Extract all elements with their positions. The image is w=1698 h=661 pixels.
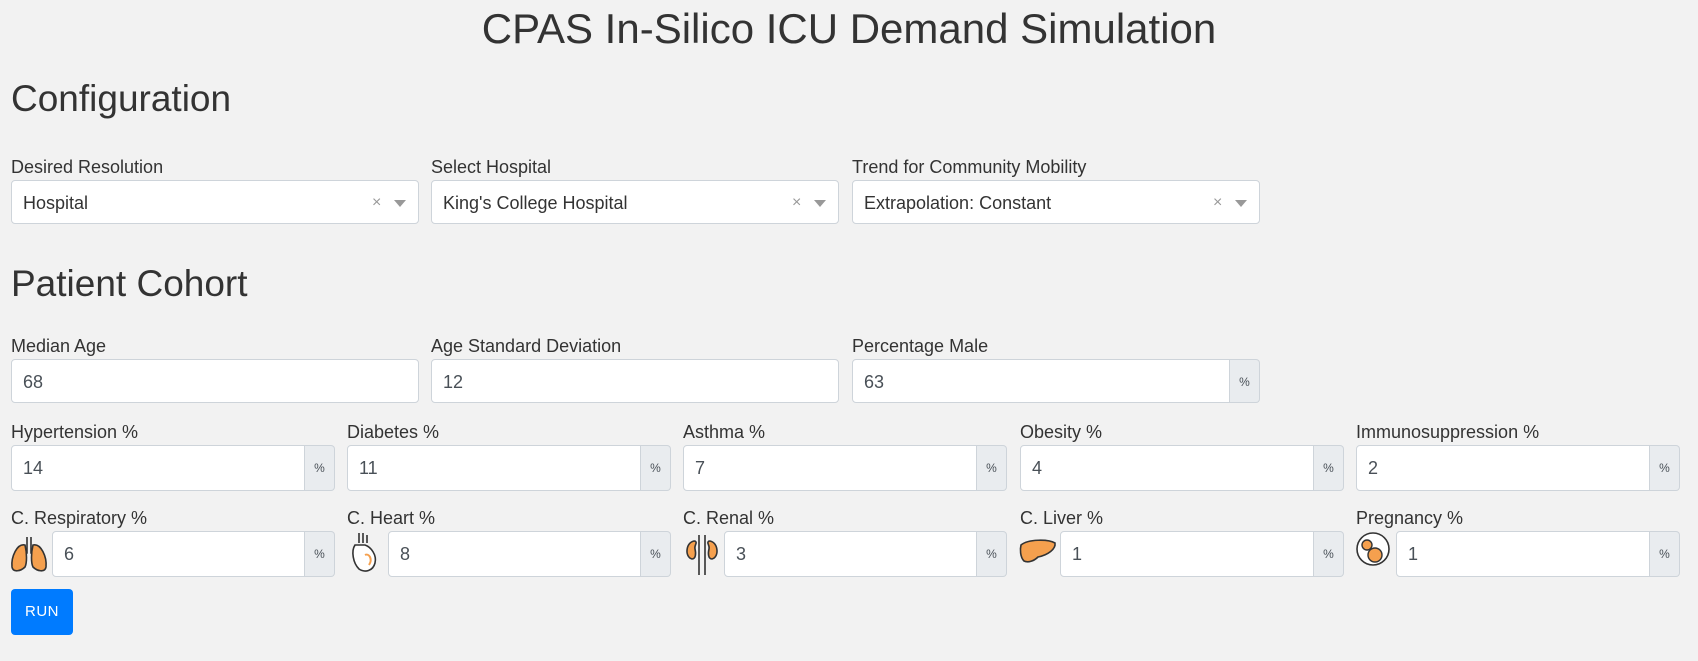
percent-addon: %: [977, 531, 1007, 577]
respiratory-value: 6: [64, 544, 75, 564]
pct-male-label: Percentage Male: [852, 336, 989, 356]
percent-addon: %: [1314, 445, 1344, 491]
page-title: CPAS In-Silico ICU Demand Simulation: [481, 5, 1217, 52]
pregnancy-icon: [1356, 532, 1390, 566]
chevron-down-icon[interactable]: [814, 200, 826, 207]
respiratory-group: 6 %: [52, 531, 335, 577]
liver-icon: [1019, 539, 1056, 563]
asthma-group: 7 %: [683, 445, 1007, 491]
hypertension-input[interactable]: 14: [11, 445, 305, 491]
pregnancy-group: 1 %: [1396, 531, 1680, 577]
immunosuppression-input[interactable]: 2: [1356, 445, 1650, 491]
hospital-value: King's College Hospital: [443, 193, 628, 213]
patient-cohort-heading: Patient Cohort: [11, 263, 248, 304]
heart-group: 8 %: [388, 531, 671, 577]
median-age-input[interactable]: 68: [11, 359, 419, 403]
clear-icon[interactable]: ×: [792, 194, 802, 211]
lungs-icon: [11, 537, 47, 572]
diabetes-label: Diabetes %: [347, 422, 440, 442]
mobility-label: Trend for Community Mobility: [852, 157, 1087, 177]
pct-male-group: 63 %: [852, 359, 1260, 403]
heart-label: C. Heart %: [347, 508, 436, 528]
heart-value: 8: [400, 544, 411, 564]
percent-addon: %: [305, 445, 335, 491]
diabetes-input[interactable]: 11: [347, 445, 641, 491]
clear-icon[interactable]: ×: [1213, 194, 1223, 211]
obesity-group: 4 %: [1020, 445, 1344, 491]
asthma-label: Asthma %: [683, 422, 766, 442]
mobility-select[interactable]: Extrapolation: Constant ×: [852, 180, 1260, 224]
hospital-label: Select Hospital: [431, 157, 552, 177]
respiratory-input[interactable]: 6: [52, 531, 305, 577]
liver-label: C. Liver %: [1020, 508, 1104, 528]
median-age-value: 68: [23, 372, 44, 392]
asthma-input[interactable]: 7: [683, 445, 977, 491]
diabetes-value: 11: [359, 458, 378, 478]
asthma-value: 7: [695, 458, 706, 478]
pregnancy-value: 1: [1408, 544, 1419, 564]
resolution-label: Desired Resolution: [11, 157, 164, 177]
respiratory-label: C. Respiratory %: [11, 508, 148, 528]
liver-group: 1 %: [1060, 531, 1344, 577]
heart-input[interactable]: 8: [388, 531, 641, 577]
pct-male-input[interactable]: 63: [852, 359, 1230, 403]
age-sd-value: 12: [443, 372, 464, 392]
percent-addon: %: [1230, 359, 1260, 403]
percent-addon: %: [1650, 445, 1680, 491]
renal-group: 3 %: [724, 531, 1007, 577]
renal-input[interactable]: 3: [724, 531, 977, 577]
pct-male-value: 63: [864, 372, 885, 392]
chevron-down-icon[interactable]: [1235, 200, 1247, 207]
percent-addon: %: [1650, 531, 1680, 577]
obesity-label: Obesity %: [1020, 422, 1103, 442]
hypertension-group: 14 %: [11, 445, 335, 491]
age-sd-input[interactable]: 12: [431, 359, 839, 403]
kidneys-icon: [686, 535, 718, 575]
percent-addon: %: [641, 531, 671, 577]
immunosuppression-value: 2: [1368, 458, 1379, 478]
age-sd-label: Age Standard Deviation: [431, 336, 622, 356]
immunosuppression-group: 2 %: [1356, 445, 1680, 491]
hypertension-value: 14: [23, 458, 44, 478]
percent-addon: %: [641, 445, 671, 491]
percent-addon: %: [305, 531, 335, 577]
liver-value: 1: [1072, 544, 1083, 564]
obesity-value: 4: [1032, 458, 1043, 478]
renal-value: 3: [736, 544, 747, 564]
pregnancy-label: Pregnancy %: [1356, 508, 1464, 528]
obesity-input[interactable]: 4: [1020, 445, 1314, 491]
configuration-heading: Configuration: [11, 78, 232, 119]
clear-icon[interactable]: ×: [372, 194, 382, 211]
diabetes-group: 11 %: [347, 445, 671, 491]
percent-addon: %: [1314, 531, 1344, 577]
renal-label: C. Renal %: [683, 508, 775, 528]
chevron-down-icon[interactable]: [394, 200, 406, 207]
hypertension-label: Hypertension %: [11, 422, 139, 442]
pregnancy-input[interactable]: 1: [1396, 531, 1650, 577]
mobility-value: Extrapolation: Constant: [864, 193, 1052, 213]
resolution-select[interactable]: Hospital ×: [11, 180, 419, 224]
percent-addon: %: [977, 445, 1007, 491]
immunosuppression-label: Immunosuppression %: [1356, 422, 1540, 442]
liver-input[interactable]: 1: [1060, 531, 1314, 577]
run-button[interactable]: RUN: [11, 589, 73, 635]
resolution-value: Hospital: [23, 193, 89, 213]
median-age-label: Median Age: [11, 336, 107, 356]
hospital-select[interactable]: King's College Hospital ×: [431, 180, 839, 224]
heart-icon: [352, 533, 377, 572]
